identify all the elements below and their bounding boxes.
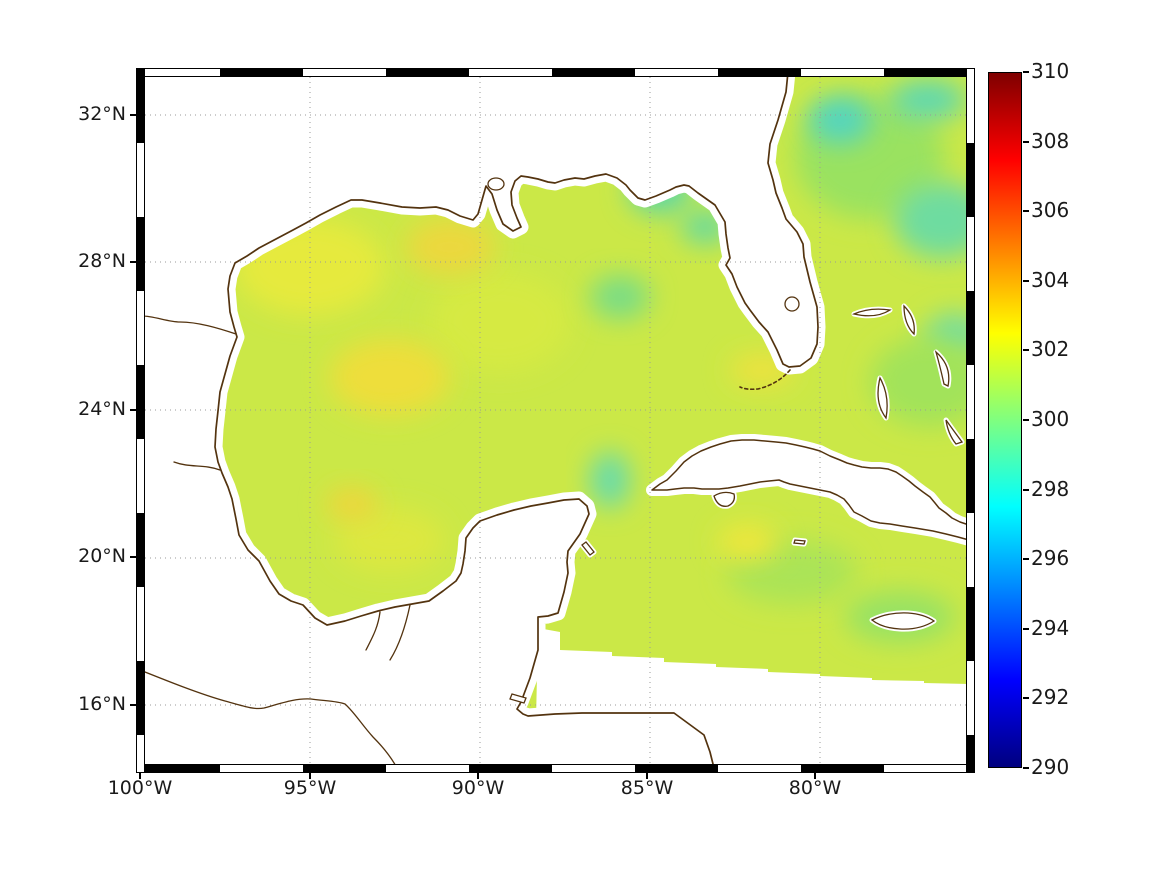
y-tick-label: 32°N [78,103,126,125]
colorbar-tick-label: 294 [1031,616,1070,640]
x-tick [309,773,311,779]
colorbar-tick-label: 298 [1031,477,1070,501]
colorbar-tick-label: 300 [1031,407,1070,431]
y-tick-label: 24°N [78,398,126,420]
colorbar-tick-label: 296 [1031,546,1070,570]
colorbar-tick-label: 304 [1031,268,1070,292]
x-tick-label: 95°W [283,777,337,799]
x-tick-label: 85°W [620,777,674,799]
colorbar-tick [1023,489,1029,491]
x-tick-label: 90°W [451,777,505,799]
colorbar-gradient [988,72,1022,768]
colorbar-tick [1023,697,1029,699]
y-tick-label: 28°N [78,250,126,272]
colorbar-tick-label: 290 [1031,755,1070,779]
map-canvas [140,72,970,768]
colorbar-tick [1023,141,1029,143]
x-tick-label: 100°W [107,777,173,799]
x-tick [814,773,816,779]
gridlines [140,72,970,768]
y-tick [130,704,136,706]
colorbar-tick [1023,210,1029,212]
colorbar-tick [1023,767,1029,769]
x-tick [646,773,648,779]
colorbar-tick [1023,71,1029,73]
colorbar-tick-label: 310 [1031,59,1070,83]
colorbar-tick-label: 292 [1031,685,1070,709]
colorbar-tick [1023,349,1029,351]
map-frame-right [966,68,975,773]
x-tick [477,773,479,779]
colorbar-tick-label: 306 [1031,198,1070,222]
y-tick-label: 16°N [78,693,126,715]
colorbar-tick [1023,628,1029,630]
y-tick-label: 20°N [78,545,126,567]
map-frame-bottom [136,764,975,773]
colorbar-tick [1023,419,1029,421]
colorbar-tick [1023,280,1029,282]
map-frame-top [136,68,975,77]
x-tick-label: 80°W [788,777,842,799]
colorbar-tick [1023,558,1029,560]
y-tick [130,556,136,558]
y-tick [130,261,136,263]
colorbar-tick-label: 302 [1031,337,1070,361]
colorbar-tick-label: 308 [1031,129,1070,153]
x-tick [139,773,141,779]
y-tick [130,114,136,116]
map-frame-left [136,68,145,773]
y-tick [130,409,136,411]
